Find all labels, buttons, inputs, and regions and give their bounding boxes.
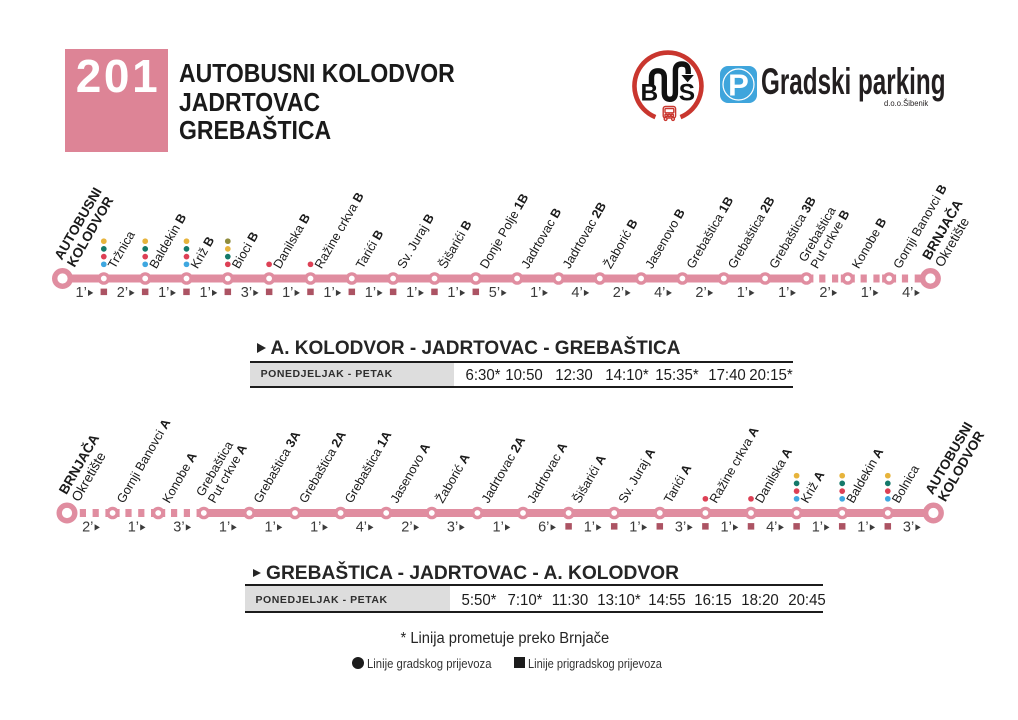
svg-text:2’: 2’ [82,519,93,535]
svg-text:Danilska B: Danilska B [271,211,314,271]
svg-text:1’: 1’ [406,285,417,301]
svg-text:2’: 2’ [401,519,412,535]
svg-text:1’: 1’ [737,285,748,301]
svg-text:Križ B: Križ B [188,234,217,271]
svg-text:2’: 2’ [117,285,128,301]
svg-text:1’: 1’ [365,285,376,301]
svg-text:4’: 4’ [654,285,665,301]
svg-text:Konobe A: Konobe A [160,450,200,506]
svg-text:Jadrtovac 2A: Jadrtovac 2A [479,434,528,505]
svg-text:3’: 3’ [241,285,252,301]
svg-text:1’: 1’ [778,285,789,301]
svg-text:3’: 3’ [173,519,184,535]
svg-text:B: B [641,80,659,107]
svg-text:1’: 1’ [861,285,872,301]
svg-text:1’: 1’ [447,285,458,301]
svg-text:Bioci B: Bioci B [229,229,261,271]
svg-text:1’: 1’ [323,285,334,301]
svg-text:Jasenovo A: Jasenovo A [388,441,433,506]
svg-text:2’: 2’ [819,285,830,301]
svg-text:Ražine crkva A: Ražine crkva A [707,425,762,506]
svg-text:3’: 3’ [447,519,458,535]
svg-text:Tarići A: Tarići A [661,462,694,505]
svg-text:2’: 2’ [613,285,624,301]
svg-text:1’: 1’ [76,285,87,301]
svg-text:5’: 5’ [489,285,500,301]
svg-text:Grebaštica 1A: Grebaštica 1A [342,429,394,506]
svg-text:Sv. Juraj B: Sv. Juraj B [395,211,437,271]
svg-text:1’: 1’ [493,519,504,535]
svg-text:Tarići B: Tarići B [353,228,386,271]
svg-text:Baldekin A: Baldekin A [844,446,887,506]
svg-text:Grebaštica 3A: Grebaštica 3A [251,429,303,506]
svg-text:4’: 4’ [571,285,582,301]
svg-text:1’: 1’ [629,519,640,535]
svg-text:Šišarići B: Šišarići B [435,217,475,271]
svg-text:4’: 4’ [902,285,913,301]
svg-text:1’: 1’ [530,285,541,301]
svg-text:Grebaštica 2A: Grebaštica 2A [296,429,348,506]
svg-text:Bolnica: Bolnica [889,463,922,506]
svg-text:Danilska A: Danilska A [752,446,795,506]
svg-text:Žaborić A: Žaborić A [432,451,472,506]
svg-text:3’: 3’ [675,519,686,535]
svg-text:1’: 1’ [584,519,595,535]
svg-text:1’: 1’ [310,519,321,535]
svg-text:Šišarići A: Šišarići A [569,452,609,506]
svg-text:Sv. Juraj A: Sv. Juraj A [616,446,658,506]
svg-text:Jadrtovac B: Jadrtovac B [519,206,565,271]
svg-text:1’: 1’ [282,285,293,301]
svg-text:Jadrtovac A: Jadrtovac A [524,440,570,505]
svg-text:Jasenovo B: Jasenovo B [643,206,688,271]
svg-text:Baldekin B: Baldekin B [147,211,190,271]
svg-text:1’: 1’ [200,285,211,301]
svg-text:6’: 6’ [538,519,549,535]
svg-text:Žaborić B: Žaborić B [600,216,640,271]
svg-text:Križ A: Križ A [798,469,827,506]
svg-text:1’: 1’ [721,519,732,535]
svg-text:Konobe B: Konobe B [849,215,889,271]
svg-text:1’: 1’ [128,519,139,535]
svg-text:2’: 2’ [695,285,706,301]
svg-text:1’: 1’ [812,519,823,535]
svg-text:1’: 1’ [265,519,276,535]
svg-text:4’: 4’ [766,519,777,535]
svg-text:4’: 4’ [356,519,367,535]
svg-text:Tržnica: Tržnica [105,229,138,271]
svg-text:Jadrtovac 2B: Jadrtovac 2B [560,200,609,271]
svg-text:1’: 1’ [857,519,868,535]
svg-text:1’: 1’ [219,519,230,535]
svg-text:P: P [728,68,749,103]
svg-text:1’: 1’ [158,285,169,301]
svg-text:3’: 3’ [903,519,914,535]
svg-text:S: S [679,80,695,107]
